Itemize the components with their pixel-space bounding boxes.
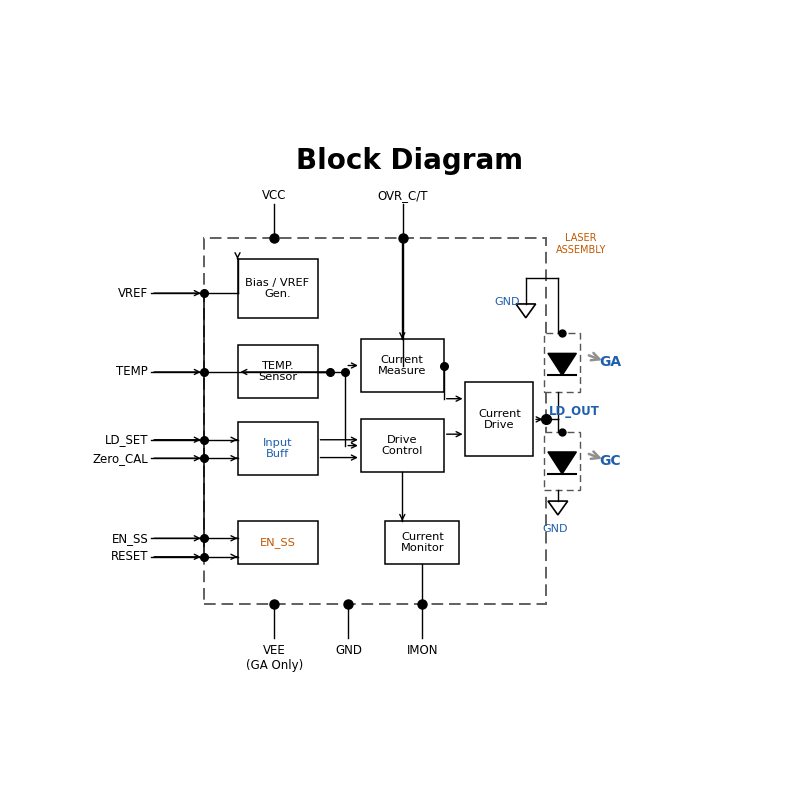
Text: LD_SET: LD_SET	[105, 434, 148, 446]
Text: Current
Measure: Current Measure	[378, 354, 426, 376]
Text: Current
Drive: Current Drive	[478, 409, 521, 430]
FancyBboxPatch shape	[361, 419, 444, 472]
FancyBboxPatch shape	[544, 432, 580, 490]
FancyBboxPatch shape	[361, 339, 444, 392]
Text: Block Diagram: Block Diagram	[297, 146, 523, 174]
Polygon shape	[548, 452, 576, 474]
Text: GND: GND	[542, 524, 567, 534]
Text: GA: GA	[600, 355, 622, 370]
Text: Input
Buff: Input Buff	[262, 438, 292, 459]
FancyBboxPatch shape	[544, 333, 580, 392]
Text: Bias / VREF
Gen.: Bias / VREF Gen.	[246, 278, 310, 299]
FancyBboxPatch shape	[204, 238, 546, 604]
FancyBboxPatch shape	[466, 382, 534, 456]
Text: VCC: VCC	[262, 190, 286, 202]
Text: GND: GND	[494, 298, 520, 307]
Text: EN_SS: EN_SS	[111, 532, 148, 545]
FancyBboxPatch shape	[238, 521, 318, 564]
Text: Zero_CAL: Zero_CAL	[93, 452, 148, 465]
FancyBboxPatch shape	[238, 259, 318, 318]
Text: Current
Monitor: Current Monitor	[401, 532, 444, 554]
Text: GC: GC	[600, 454, 622, 468]
Text: LD_OUT: LD_OUT	[549, 405, 599, 418]
FancyBboxPatch shape	[238, 346, 318, 398]
Text: TEMP: TEMP	[117, 366, 148, 378]
Text: GND: GND	[335, 644, 362, 658]
Text: IMON: IMON	[406, 644, 438, 658]
Text: RESET: RESET	[110, 550, 148, 563]
Text: LASER
ASSEMBLY: LASER ASSEMBLY	[556, 233, 606, 254]
Text: VREF: VREF	[118, 286, 148, 300]
Text: OVR_C/T: OVR_C/T	[378, 190, 428, 202]
Text: Drive
Control: Drive Control	[382, 434, 423, 456]
Text: EN_SS: EN_SS	[260, 537, 295, 548]
FancyBboxPatch shape	[238, 422, 318, 475]
Polygon shape	[548, 354, 576, 375]
Text: VEE
(GA Only): VEE (GA Only)	[246, 644, 303, 672]
Text: TEMP.
Sensor: TEMP. Sensor	[258, 361, 297, 382]
FancyBboxPatch shape	[386, 521, 459, 564]
